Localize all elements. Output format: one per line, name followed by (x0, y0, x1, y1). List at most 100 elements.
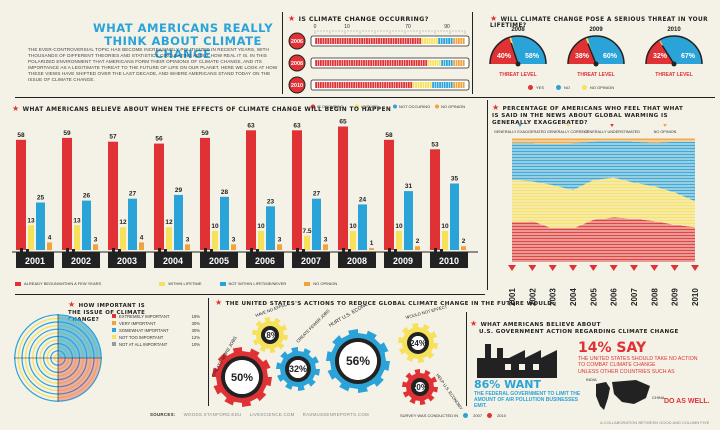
legend-lifetime: WITHIN LIFETIME (159, 281, 202, 286)
bar-value: 23 (267, 198, 275, 205)
bar-value: 2 (416, 238, 420, 245)
factory-chimney (204, 248, 207, 252)
bar-2002 (74, 225, 80, 250)
bar-value: 35 (451, 176, 459, 183)
year-label: 2006 (255, 256, 275, 266)
factory-chimney (72, 249, 75, 252)
page-title: WHAT AMERICANS REALLY THINK ABOUT CLIMAT… (92, 21, 274, 61)
threat-legend: YES NO NO OPINION (528, 85, 614, 90)
bar-2001 (28, 225, 34, 250)
factory-chimney (210, 249, 213, 252)
bar-value: 4 (48, 234, 52, 241)
bar-value: 26 (83, 193, 91, 200)
legend-label: NOT TOO IMPORTANT (119, 335, 164, 340)
bar-value: 3 (232, 236, 236, 243)
year-badge (288, 32, 306, 50)
year-marker (691, 265, 699, 271)
gear-center (411, 336, 425, 350)
threat-gauges: 2008 40% 58% THREAT LEVEL 2009 38% 60% THREAT L… (489, 27, 703, 78)
factory-base (292, 252, 330, 268)
bar-value: 13 (73, 217, 81, 224)
gov-title: ★ WHAT AMERICANS BELIEVE ABOUT U.S. GOVER… (470, 319, 679, 336)
footer-survey: SURVEY WAS CONDUCTED IN 2007 2010 (400, 413, 506, 418)
when-legend: ALREADY BEGUN/WITHIN A FEW YEARS WITHIN … (15, 281, 337, 286)
bar-2005 (212, 231, 218, 250)
year-label: 2008 (347, 256, 367, 266)
legend-no-opinion: NO OPINION (582, 85, 614, 90)
divider (487, 100, 488, 290)
bar-2001 (47, 242, 52, 250)
legend-swatch (112, 321, 116, 325)
bar-2001 (36, 202, 45, 250)
legend-label: SOMEWHAT IMPORTANT (119, 328, 169, 333)
factory-chimney (394, 249, 397, 252)
bar-value: 10 (211, 223, 219, 230)
bar-value: 12 (165, 219, 173, 226)
bar-value: 57 (109, 134, 117, 141)
legend-swatch (112, 342, 116, 346)
year-label: 2001 (508, 288, 517, 306)
factory-chimney (388, 248, 391, 252)
legend-label: GENERALLY UNDERSTIMATED (584, 130, 640, 134)
bar-value: 58 (17, 132, 25, 139)
bar-2009 (384, 139, 394, 250)
factory-base (154, 252, 192, 268)
factory-base (384, 252, 422, 268)
bar-value: 3 (278, 236, 282, 243)
bar-2006-2 (438, 38, 453, 44)
year-marker (508, 265, 516, 271)
year-label: 2003 (549, 288, 558, 306)
bar-value: 27 (313, 191, 321, 198)
bar-2007 (323, 244, 328, 250)
bar-value: 3 (94, 236, 98, 243)
bar-2004 (154, 143, 164, 250)
scale-tick: 0 (314, 24, 317, 30)
legend-marker (610, 124, 614, 127)
factory-base (108, 252, 146, 268)
slice (58, 358, 101, 401)
legend-label: UNSURE (361, 104, 378, 109)
threat-title: ★ WILL CLIMATE CHANGE POSE A SERIOUS THRE… (490, 14, 708, 29)
factory-base (338, 252, 376, 268)
gear-value: 32% (289, 364, 307, 374)
bar-2010 (461, 246, 466, 250)
legend-label: GENERALLY CORRECT (547, 130, 590, 134)
legend-value: 12% (192, 335, 201, 340)
divider (208, 298, 209, 406)
year-marker (670, 265, 679, 271)
factory-base (246, 252, 284, 268)
occurring-chart: 0 10 70 90 2006 2008 2010 IS OCCURING UNSURE NOT … (288, 24, 470, 109)
gauge-no (587, 36, 624, 64)
factory-chimney (20, 248, 23, 252)
bar-value: 10 (395, 223, 403, 230)
year-label: 2006 (291, 39, 303, 45)
bar-2006 (246, 130, 256, 250)
gear-center (225, 360, 259, 394)
year-marker (589, 265, 598, 271)
year-label: 2008 (291, 61, 303, 67)
year-marker (548, 265, 557, 271)
bar-2010-0 (315, 82, 413, 88)
source-1: WOODS.STANFORD.EDU (183, 412, 242, 417)
bar-value: 3 (324, 236, 328, 243)
legend-yes: YES (528, 85, 544, 90)
legend-swatch (112, 328, 116, 332)
bar-2009 (404, 191, 413, 250)
legend-already: ALREADY BEGUN/WITHIN A FEW YEARS (15, 281, 101, 286)
legend-swatch (112, 314, 116, 318)
bar-2010-1 (412, 82, 432, 88)
year-label: 2010 (439, 256, 459, 266)
bar-value: 13 (27, 217, 35, 224)
slice (58, 315, 101, 358)
source-2: LIVESCIENCE.COM (249, 412, 295, 417)
year-label: 2010 (691, 288, 700, 306)
factory-chimney (434, 248, 437, 252)
factory-base (200, 252, 238, 268)
bar-2008-0 (315, 60, 428, 66)
year-label: 2009 (671, 288, 680, 306)
bar-value: 25 (37, 195, 45, 202)
scale-tick: 70 (405, 24, 411, 30)
bar-value: 65 (339, 119, 347, 126)
legend-marker (663, 124, 667, 127)
